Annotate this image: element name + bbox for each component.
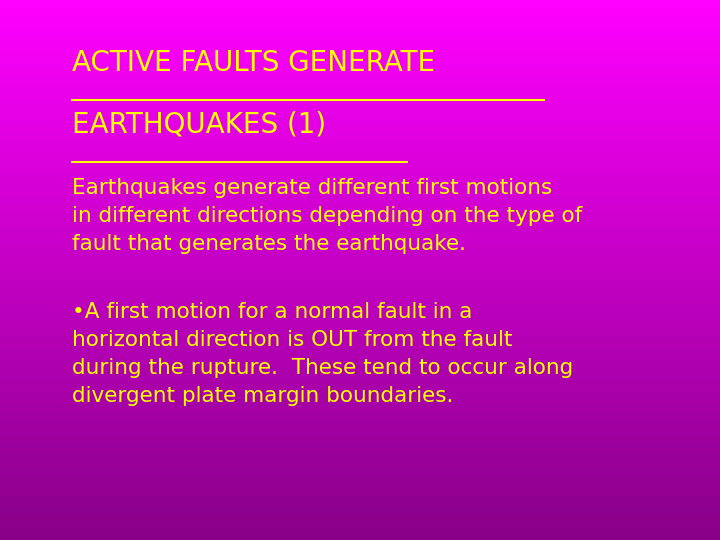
Text: Earthquakes generate different first motions
in different directions depending o: Earthquakes generate different first mot… xyxy=(72,178,582,254)
Text: ACTIVE FAULTS GENERATE: ACTIVE FAULTS GENERATE xyxy=(72,49,435,77)
Text: EARTHQUAKES (1): EARTHQUAKES (1) xyxy=(72,111,326,139)
Text: •A first motion for a normal fault in a
horizontal direction is OUT from the fau: •A first motion for a normal fault in a … xyxy=(72,302,573,407)
